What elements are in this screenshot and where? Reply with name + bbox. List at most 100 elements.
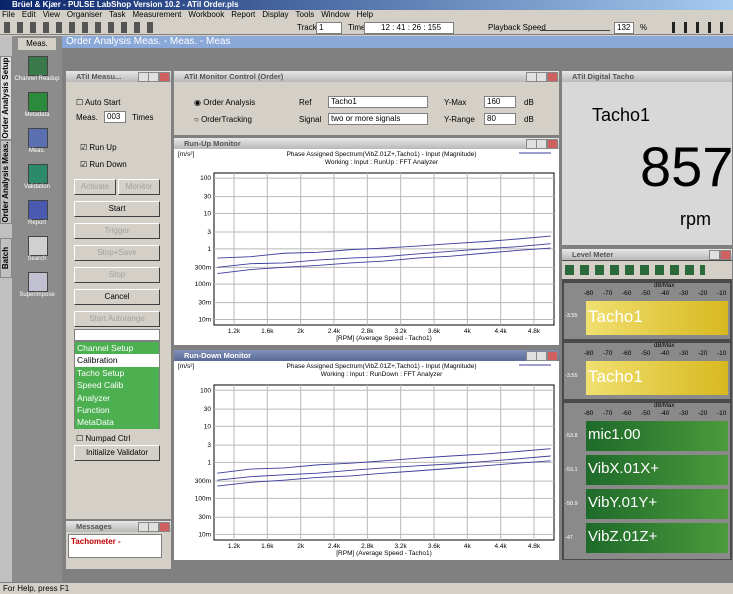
x-axis-label: [RPM] (Average Speed - Tacho1) bbox=[336, 335, 432, 342]
nav-icon[interactable] bbox=[28, 272, 48, 292]
nav-icon[interactable] bbox=[28, 128, 48, 148]
scale-label: -60 bbox=[622, 350, 632, 357]
list-item[interactable]: Function bbox=[75, 403, 159, 417]
menu-item[interactable]: Window bbox=[321, 10, 350, 19]
level-value: -47 bbox=[565, 535, 573, 541]
yrange-input[interactable]: 80 bbox=[484, 113, 516, 125]
tacho-window: ATiI Digital Tacho Tacho1 857 rpm bbox=[561, 70, 733, 246]
x-tick-label: 2.4k bbox=[328, 543, 341, 550]
window-title: ATiI Measu... bbox=[76, 72, 122, 81]
list-item[interactable]: Analyzer bbox=[75, 391, 159, 404]
menu-item[interactable]: Help bbox=[356, 10, 374, 19]
playback-input[interactable]: 132 bbox=[614, 22, 634, 34]
radio-label: OrderTracking bbox=[201, 115, 252, 124]
nav-icon[interactable] bbox=[28, 92, 48, 112]
track-input[interactable]: 1 bbox=[316, 22, 342, 34]
series-line bbox=[217, 460, 551, 487]
scale-label: -80 bbox=[584, 410, 594, 417]
checkbox[interactable]: ☑ Run Up bbox=[80, 143, 117, 152]
checkbox[interactable]: ☑ Run Down bbox=[80, 160, 127, 169]
y-tick-label: 100 bbox=[200, 175, 211, 182]
button[interactable]: Trigger bbox=[74, 223, 160, 239]
list-item[interactable]: Speed Calib bbox=[75, 379, 159, 392]
menu-item[interactable]: Report bbox=[231, 10, 256, 19]
series-line bbox=[217, 247, 551, 274]
checkbox-label: Run Down bbox=[89, 160, 127, 169]
button[interactable]: Monitor bbox=[118, 179, 160, 195]
menu-item[interactable]: View bbox=[42, 10, 60, 19]
time-input[interactable]: 12 : 41 : 26 : 155 bbox=[364, 22, 454, 34]
menu-item[interactable]: Measurement bbox=[132, 10, 182, 19]
scale-label: -70 bbox=[603, 350, 613, 357]
menu-item[interactable]: Tools bbox=[295, 10, 315, 19]
measure-window: ATiI Measu... ☐ Auto Start Meas. 003 Tim… bbox=[65, 70, 172, 520]
playback-slider[interactable] bbox=[540, 24, 610, 31]
button[interactable]: Stop+Save bbox=[74, 245, 160, 261]
meas-input[interactable]: 003 bbox=[104, 111, 126, 123]
level-value: -3.55 bbox=[565, 313, 578, 319]
time-label: Time bbox=[348, 23, 366, 32]
x-tick-label: 4.8k bbox=[528, 543, 541, 550]
side-tab[interactable]: Order Analysis Meas. bbox=[0, 140, 12, 224]
button[interactable]: Start Autorange bbox=[74, 311, 160, 327]
series-line bbox=[217, 455, 551, 481]
app-title: Brüel & Kjær - PULSE LabShop Version 10.… bbox=[12, 0, 239, 9]
scale-label: -70 bbox=[603, 410, 613, 417]
list-item[interactable]: MetaData bbox=[75, 416, 159, 429]
ref-select[interactable]: Tacho1 bbox=[328, 96, 428, 108]
checkbox-label: Auto Start bbox=[84, 98, 121, 107]
scale-label: -50 bbox=[641, 410, 651, 417]
nav-icon[interactable] bbox=[28, 164, 48, 184]
y-tick-label: 3 bbox=[207, 442, 211, 449]
nav-icon[interactable] bbox=[28, 236, 48, 256]
button[interactable]: Initialize Validator bbox=[74, 445, 160, 461]
side-tab[interactable]: Batch bbox=[0, 238, 12, 278]
button[interactable]: Cancel bbox=[74, 289, 160, 305]
x-tick-label: 2.8k bbox=[361, 328, 374, 335]
list-item[interactable]: Channel Setup bbox=[75, 342, 159, 355]
scale-label: -50 bbox=[641, 350, 651, 357]
radio[interactable]: ○ OrderTracking bbox=[194, 115, 252, 124]
nav-icon[interactable] bbox=[28, 56, 48, 76]
level-value: -3.55 bbox=[565, 373, 578, 379]
checkbox[interactable]: ☐ Auto Start bbox=[76, 98, 121, 107]
y-tick-label: 100 bbox=[200, 387, 211, 394]
plot-title: Phase Assigned Spectrum(VibZ.01Z+,Tacho1… bbox=[286, 363, 476, 370]
level-bar: Tacho1 bbox=[586, 361, 728, 395]
button[interactable]: Activate bbox=[74, 179, 116, 195]
menu-item[interactable]: Display bbox=[262, 10, 289, 19]
y-tick-label: 30 bbox=[204, 194, 212, 201]
toolbar-icons-right[interactable] bbox=[672, 22, 730, 33]
signal-select[interactable]: two or more signals bbox=[328, 113, 428, 125]
menu-item[interactable]: Edit bbox=[21, 10, 36, 19]
radio[interactable]: ◉ Order Analysis bbox=[194, 98, 256, 107]
ymax-input[interactable]: 160 bbox=[484, 96, 516, 108]
tacho-value: 857 bbox=[640, 135, 733, 198]
side-tab[interactable]: Order Analysis Setup bbox=[0, 56, 12, 140]
menu-item[interactable]: Task bbox=[109, 10, 126, 19]
menu-item[interactable]: Workbook bbox=[188, 10, 225, 19]
playback-unit: % bbox=[640, 23, 648, 32]
y-tick-label: 300m bbox=[195, 478, 211, 485]
button[interactable]: Start bbox=[74, 201, 160, 217]
nav-icon[interactable] bbox=[28, 200, 48, 220]
x-tick-label: 1.6k bbox=[261, 328, 274, 335]
menu-item[interactable]: Organiser bbox=[66, 10, 103, 19]
scale-unit: dB/Max bbox=[654, 283, 675, 289]
y-tick-label: 1 bbox=[207, 246, 211, 253]
plot-title: Phase Assigned Spectrum(VibZ.01Z+,Tacho1… bbox=[286, 151, 476, 158]
y-tick-label: 10m bbox=[198, 531, 211, 538]
level-group: dB/Max -80 -70 -60 -50 -40 -30 -20 -10 -53.8 mic1.… bbox=[564, 403, 730, 559]
checkbox[interactable]: ☐ Numpad Ctrl bbox=[76, 434, 131, 443]
x-tick-label: 2k bbox=[297, 328, 305, 335]
scale-label: -10 bbox=[717, 290, 727, 297]
button[interactable]: Stop bbox=[74, 267, 160, 283]
nav-tab[interactable]: Meas. bbox=[18, 38, 56, 50]
plot-subtitle: Working : Input : RunDown : FFT Analyzer bbox=[321, 371, 443, 378]
list-item[interactable]: Calibration bbox=[75, 354, 159, 367]
menu-item[interactable]: File bbox=[2, 10, 15, 19]
ref-label: Ref bbox=[299, 98, 312, 107]
level-toolbar-icons[interactable] bbox=[565, 265, 705, 275]
toolbar-icons[interactable] bbox=[4, 22, 154, 33]
list-item[interactable]: Tacho Setup bbox=[75, 366, 159, 380]
